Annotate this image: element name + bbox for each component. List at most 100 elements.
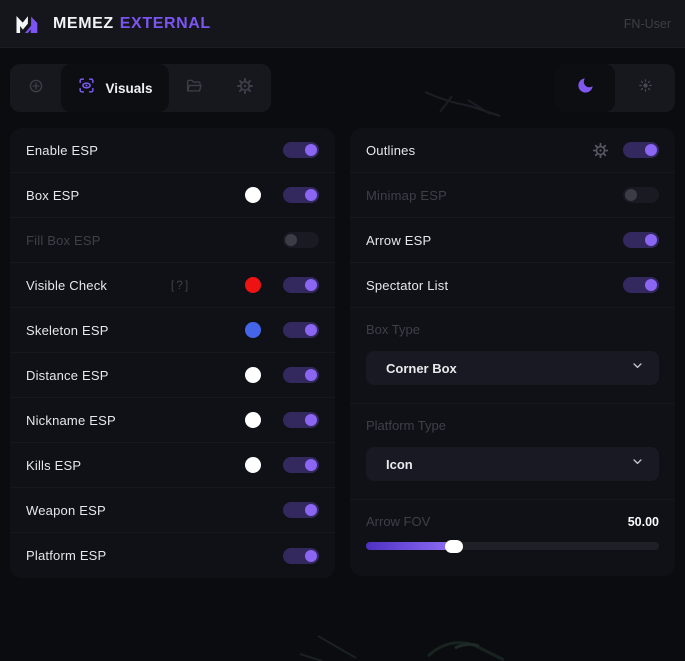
visible-check-toggle[interactable] — [283, 277, 319, 293]
box-type-section: Box Type Corner Box — [350, 308, 675, 404]
nickname-esp-toggle[interactable] — [283, 412, 319, 428]
row-label: Nickname ESP — [26, 412, 116, 428]
row-label: Weapon ESP — [26, 502, 106, 518]
row-label: Platform ESP — [26, 548, 107, 563]
row-label: Kills ESP — [26, 457, 82, 473]
row-label: Skeleton ESP — [26, 322, 109, 338]
visible-check-color-swatch[interactable] — [245, 277, 261, 293]
row-label: Minimap ESP — [366, 187, 447, 203]
box-esp-toggle[interactable] — [283, 187, 319, 203]
nickname-esp-color-swatch[interactable] — [245, 412, 261, 428]
minimap-esp-toggle[interactable] — [623, 187, 659, 203]
arrow-fov-value: 50.00 — [627, 514, 659, 529]
row-kills-esp: Kills ESP — [10, 443, 335, 488]
row-outlines: Outlines — [350, 128, 675, 173]
platform-esp-toggle[interactable] — [283, 547, 319, 564]
row-skeleton-esp: Skeleton ESP — [10, 308, 335, 353]
title-bar: MEMEZ EXTERNAL FN-User — [0, 0, 685, 48]
outlines-toggle[interactable] — [623, 142, 659, 158]
app-logo — [14, 13, 41, 35]
row-fill-box-esp: Fill Box ESP — [10, 218, 335, 263]
platform-type-label: Platform Type — [366, 418, 446, 433]
moon-icon — [576, 76, 595, 100]
row-distance-esp: Distance ESP — [10, 353, 335, 398]
row-weapon-esp: Weapon ESP — [10, 488, 335, 533]
platform-type-select[interactable]: Icon — [366, 447, 659, 481]
distance-esp-toggle[interactable] — [283, 367, 319, 383]
distance-esp-color-swatch[interactable] — [245, 367, 261, 383]
box-type-label: Box Type — [366, 322, 420, 337]
slider-knob[interactable] — [444, 539, 463, 553]
spectator-list-toggle[interactable] — [623, 277, 659, 293]
tab-visuals-label: Visuals — [105, 80, 153, 96]
toggle-knob — [645, 279, 657, 291]
brand-accent: EXTERNAL — [119, 14, 211, 32]
toggle-knob — [305, 549, 317, 562]
row-label: Arrow ESP — [366, 232, 432, 248]
theme-light-button[interactable] — [615, 64, 675, 112]
box-type-select[interactable]: Corner Box — [366, 351, 659, 385]
toggle-knob — [625, 189, 637, 201]
outlines-settings-button[interactable] — [592, 142, 609, 159]
chevron-down-icon — [630, 454, 645, 474]
platform-type-value: Icon — [386, 456, 413, 472]
toggle-knob — [305, 459, 317, 471]
row-arrow-esp: Arrow ESP — [350, 218, 675, 263]
fill-box-esp-toggle[interactable] — [283, 232, 319, 248]
arrow-esp-toggle[interactable] — [623, 232, 659, 248]
toggle-knob — [645, 234, 657, 246]
theme-dark-button[interactable] — [555, 64, 615, 112]
help-hint: [?] — [170, 278, 191, 292]
toggle-knob — [305, 414, 317, 426]
slider-fill — [366, 539, 463, 553]
row-visible-check: Visible Check [?] — [10, 263, 335, 308]
chevron-down-icon — [630, 358, 645, 378]
row-label: Spectator List — [366, 277, 449, 293]
skeleton-esp-color-swatch[interactable] — [245, 322, 261, 338]
row-box-esp: Box ESP — [10, 173, 335, 218]
theme-toggle — [555, 64, 675, 112]
weapon-esp-toggle[interactable] — [283, 502, 319, 518]
brand-title: MEMEZ EXTERNAL — [53, 15, 211, 33]
enable-esp-toggle[interactable] — [283, 142, 319, 158]
row-nickname-esp: Nickname ESP — [10, 398, 335, 443]
arrow-fov-section: Arrow FOV 50.00 — [350, 500, 675, 576]
row-platform-esp: Platform ESP — [10, 533, 335, 578]
row-label: Outlines — [366, 142, 416, 158]
toggle-knob — [285, 234, 297, 246]
row-label: Box ESP — [26, 187, 80, 203]
esp-settings-panel: Enable ESP Box ESP Fill Box ESP Visible … — [10, 128, 335, 578]
row-label: Fill Box ESP — [26, 232, 101, 248]
toggle-knob — [305, 189, 317, 201]
tab-configs[interactable] — [169, 64, 220, 112]
sun-icon — [637, 77, 654, 99]
esp-options-panel: Outlines Minimap ESP Arrow ESP Spectator… — [350, 128, 675, 576]
box-esp-color-swatch[interactable] — [245, 187, 261, 203]
main-tabbar: Visuals — [10, 64, 271, 112]
platform-type-section: Platform Type Icon — [350, 404, 675, 500]
kills-esp-toggle[interactable] — [283, 457, 319, 473]
toggle-knob — [305, 324, 317, 336]
skeleton-esp-toggle[interactable] — [283, 322, 319, 338]
crosshair-icon — [27, 77, 45, 100]
toggle-knob — [305, 279, 317, 291]
username-label: FN-User — [623, 16, 671, 31]
row-spectator-list: Spectator List — [350, 263, 675, 308]
tab-aim[interactable] — [10, 64, 61, 112]
gear-icon — [236, 77, 254, 100]
tab-settings[interactable] — [220, 64, 271, 112]
folder-icon — [185, 77, 203, 100]
box-type-value: Corner Box — [386, 360, 457, 376]
toggle-knob — [305, 369, 317, 381]
arrow-fov-label: Arrow FOV — [366, 514, 431, 529]
toggle-knob — [305, 144, 317, 156]
row-label: Enable ESP — [26, 142, 99, 158]
arrow-fov-slider[interactable] — [366, 539, 659, 553]
row-label: Distance ESP — [26, 367, 109, 383]
tab-visuals[interactable]: Visuals — [61, 64, 169, 112]
row-label: Visible Check — [26, 277, 108, 293]
kills-esp-color-swatch[interactable] — [245, 457, 261, 473]
row-minimap-esp: Minimap ESP — [350, 173, 675, 218]
brand-name: MEMEZ — [53, 14, 114, 32]
row-enable-esp: Enable ESP — [10, 128, 335, 173]
